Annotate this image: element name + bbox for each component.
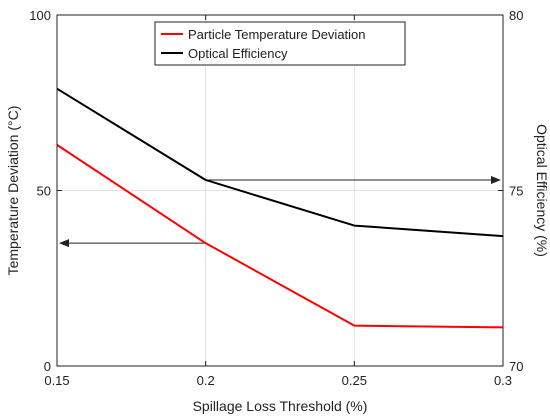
legend-box	[154, 21, 406, 66]
x-tick-label: 0.2	[197, 373, 215, 388]
x-tick-label: 0.15	[44, 373, 69, 388]
y-tick-label: 0	[44, 359, 51, 374]
x-axis-title: Spillage Loss Threshold (%)	[193, 398, 368, 414]
series-lines	[56, 87, 504, 329]
x-tick-label: 0.3	[494, 373, 512, 388]
y-axis-title: Temperature Deviation (°C)	[5, 106, 21, 276]
y-tick-label: 50	[37, 184, 51, 199]
x-tick-label: 0.25	[342, 373, 367, 388]
y2-axis-title: Optical Efficiency (%)	[534, 124, 550, 257]
annotations	[59, 175, 501, 248]
y2-tick-label: 70	[509, 359, 523, 374]
temperature-deviation-line	[56, 144, 504, 329]
legend-label-efficiency: Optical Efficiency	[188, 46, 288, 61]
y-tick-label: 100	[29, 8, 51, 23]
y2-tick-label: 75	[509, 184, 523, 199]
optical-efficiency-line	[56, 87, 504, 238]
y2-tick-label: 80	[509, 8, 523, 23]
ticks: 0.15 0.2 0.25 0.3 0 50 100 70 75 80	[29, 8, 523, 388]
gridlines	[57, 15, 503, 366]
legend: Particle Temperature Deviation Optical E…	[154, 21, 406, 66]
legend-label-temperature: Particle Temperature Deviation	[188, 27, 366, 42]
